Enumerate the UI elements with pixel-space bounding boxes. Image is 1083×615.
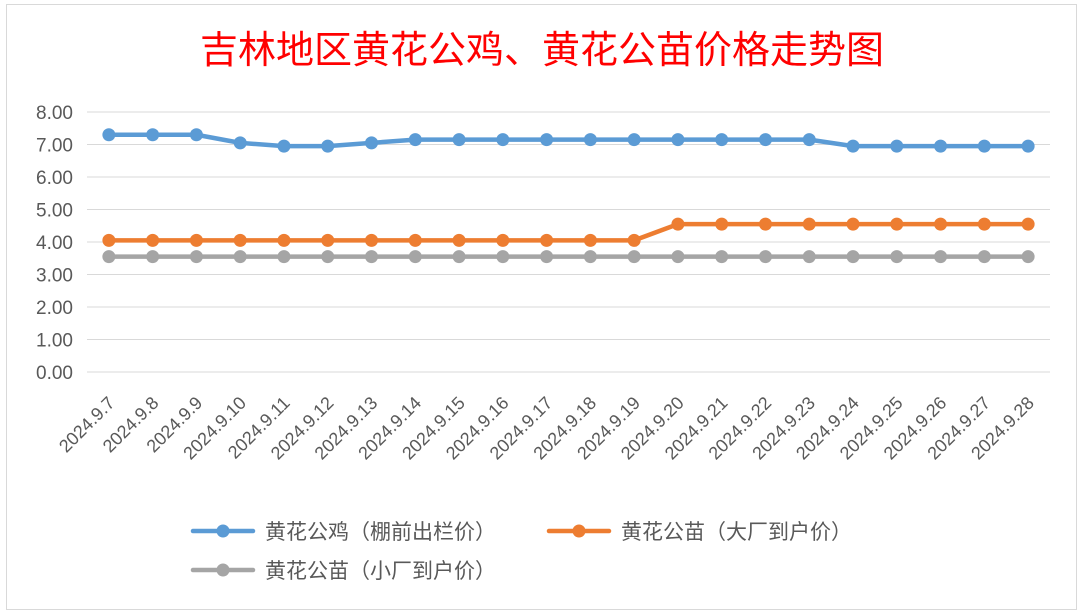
legend-item: 黄花公苗（大厂到户价） [546, 520, 852, 544]
data-point [758, 217, 772, 231]
data-point [277, 233, 291, 247]
chart-svg: 吉林地区黄花公鸡、黄花公苗价格走势图 0.00 1.00 2.00 3.00 4.00 5… [36, 28, 1050, 583]
data-point [233, 136, 247, 150]
data-point [1021, 250, 1035, 264]
series-line [106, 221, 1031, 243]
data-point [233, 233, 247, 247]
data-point [321, 233, 335, 247]
data-point [189, 250, 203, 264]
data-point [671, 133, 685, 147]
data-point [277, 139, 291, 153]
y-tick-label: 8.00 [36, 103, 73, 124]
data-point [496, 133, 510, 147]
legend-label: 黄花公鸡（棚前出栏价） [265, 520, 496, 544]
y-tick-label: 7.00 [36, 136, 73, 157]
data-point [496, 250, 510, 264]
series [102, 217, 1035, 247]
legend-label: 黄花公苗（小厂到户价） [265, 559, 496, 583]
data-point [1021, 139, 1035, 153]
legend-marker [216, 563, 230, 577]
series-layer [102, 128, 1035, 264]
data-point [758, 250, 772, 264]
legend-label: 黄花公苗（大厂到户价） [621, 520, 852, 544]
data-point [102, 233, 116, 247]
data-point [671, 217, 685, 231]
data-point [715, 133, 729, 147]
data-point [627, 233, 641, 247]
data-point [277, 250, 291, 264]
y-tick-label: 5.00 [36, 201, 73, 222]
data-point [934, 217, 948, 231]
data-point [890, 217, 904, 231]
y-tick-label: 0.00 [36, 363, 73, 384]
data-point [583, 250, 597, 264]
data-point [977, 250, 991, 264]
data-point [627, 250, 641, 264]
data-point [146, 128, 160, 142]
data-point [496, 233, 510, 247]
data-point [846, 217, 860, 231]
y-tick-label: 1.00 [36, 331, 73, 352]
y-tick-label: 3.00 [36, 266, 73, 287]
data-point [846, 250, 860, 264]
data-point [715, 217, 729, 231]
data-point [758, 133, 772, 147]
data-point [189, 233, 203, 247]
data-point [146, 250, 160, 264]
data-point [1021, 217, 1035, 231]
data-point [890, 250, 904, 264]
data-point [802, 217, 816, 231]
series [102, 250, 1035, 264]
data-point [802, 133, 816, 147]
legend-item: 黄花公苗（小厂到户价） [190, 559, 496, 583]
data-point [102, 250, 116, 264]
data-point [627, 133, 641, 147]
legend-item: 黄花公鸡（棚前出栏价） [190, 520, 496, 544]
data-point [365, 233, 379, 247]
y-tick-label: 6.00 [36, 168, 73, 189]
data-point [408, 233, 422, 247]
data-point [802, 250, 816, 264]
y-tick-label: 4.00 [36, 233, 73, 254]
x-axis-ticks: 2024.9.72024.9.82024.9.92024.9.102024.9.… [55, 393, 1038, 464]
data-point [146, 233, 160, 247]
series [102, 128, 1035, 153]
data-point [408, 250, 422, 264]
y-axis-ticks: 0.00 1.00 2.00 3.00 4.00 5.00 6.00 7.00 8.00 [36, 103, 73, 384]
data-point [365, 250, 379, 264]
y-tick-label: 2.00 [36, 298, 73, 319]
data-point [189, 128, 203, 142]
data-point [583, 133, 597, 147]
data-point [321, 250, 335, 264]
data-point [540, 233, 554, 247]
data-point [977, 217, 991, 231]
data-point [408, 133, 422, 147]
data-point [934, 139, 948, 153]
data-point [890, 139, 904, 153]
data-point [452, 250, 466, 264]
data-point [365, 136, 379, 150]
series-line [106, 132, 1031, 149]
legend: 黄花公鸡（棚前出栏价） 黄花公苗（大厂到户价） 黄花公苗（小厂到户价） [190, 520, 852, 583]
data-point [540, 250, 554, 264]
data-point [715, 250, 729, 264]
data-point [233, 250, 247, 264]
legend-marker [216, 524, 230, 538]
legend-marker [572, 524, 586, 538]
data-point [102, 128, 116, 142]
data-point [977, 139, 991, 153]
data-point [671, 250, 685, 264]
data-point [934, 250, 948, 264]
chart-frame: 吉林地区黄花公鸡、黄花公苗价格走势图 0.00 1.00 2.00 3.00 4.00 5… [6, 4, 1077, 610]
data-point [846, 139, 860, 153]
data-point [583, 233, 597, 247]
chart-title: 吉林地区黄花公鸡、黄花公苗价格走势图 [200, 28, 884, 72]
data-point [452, 233, 466, 247]
data-point [452, 133, 466, 147]
data-point [540, 133, 554, 147]
data-point [321, 139, 335, 153]
